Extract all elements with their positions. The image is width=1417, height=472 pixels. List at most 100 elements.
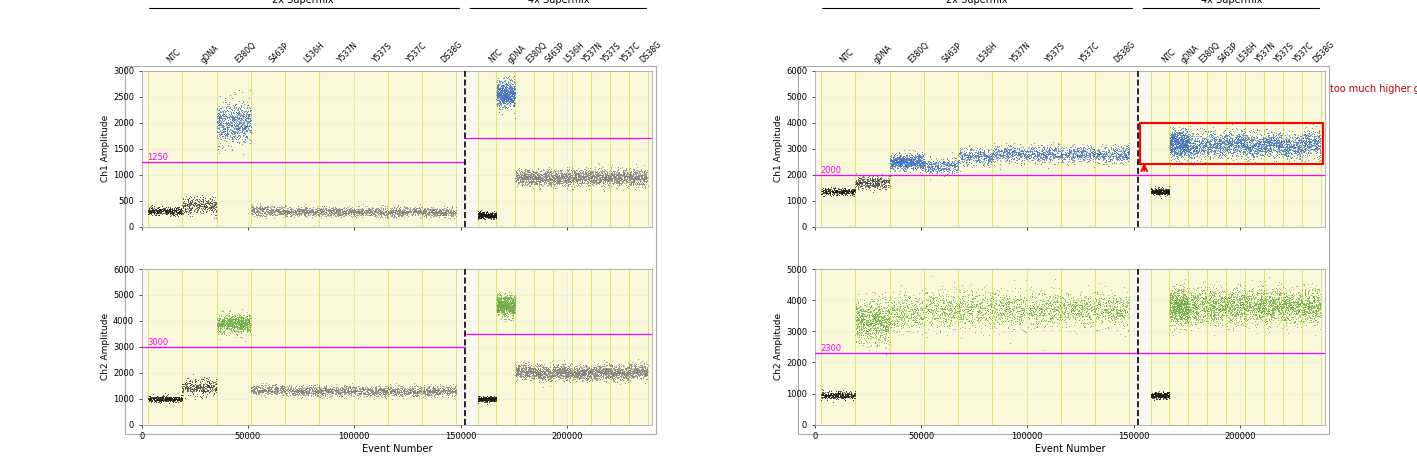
Point <box>1246 291 1268 298</box>
Point <box>493 301 516 309</box>
Point <box>1163 132 1186 139</box>
Point <box>942 167 965 174</box>
Point <box>320 387 343 394</box>
Point <box>414 207 436 215</box>
Point <box>965 146 988 153</box>
Point <box>1287 151 1309 159</box>
Point <box>983 315 1006 322</box>
Text: 1250: 1250 <box>147 152 169 161</box>
Point <box>1186 284 1209 291</box>
Point <box>500 307 523 315</box>
Point <box>495 298 517 306</box>
Point <box>207 317 230 325</box>
Point <box>818 394 840 401</box>
Point <box>521 172 544 180</box>
Point <box>818 189 840 196</box>
Point <box>1163 140 1186 148</box>
Point <box>1267 314 1289 321</box>
Point <box>1053 301 1076 309</box>
Point <box>1053 155 1076 162</box>
Point <box>218 104 241 111</box>
Point <box>1149 392 1172 400</box>
Point <box>210 312 232 320</box>
Point <box>1163 309 1186 316</box>
Point <box>527 371 550 379</box>
Point <box>1097 297 1119 305</box>
Point <box>408 205 431 213</box>
Point <box>1064 301 1087 308</box>
Point <box>468 397 490 405</box>
Point <box>400 211 422 219</box>
Point <box>575 366 598 374</box>
Point <box>496 98 519 105</box>
Point <box>1233 301 1255 309</box>
Point <box>1066 302 1088 310</box>
Point <box>1306 304 1329 312</box>
Point <box>157 395 180 402</box>
Point <box>360 207 383 214</box>
Point <box>480 209 503 217</box>
Point <box>251 385 273 392</box>
Point <box>1179 149 1202 156</box>
Point <box>495 80 517 88</box>
Point <box>550 170 572 177</box>
Point <box>239 312 262 319</box>
Point <box>587 168 609 176</box>
Point <box>490 88 513 96</box>
Point <box>1070 317 1093 324</box>
Point <box>1214 145 1237 153</box>
Point <box>364 211 387 218</box>
Point <box>228 324 251 332</box>
Point <box>558 377 581 384</box>
Point <box>922 295 945 302</box>
Point <box>512 171 534 178</box>
Point <box>1169 141 1192 149</box>
Point <box>376 385 398 392</box>
Point <box>541 369 564 377</box>
Point <box>944 157 966 164</box>
Point <box>1255 135 1278 143</box>
Point <box>235 116 258 124</box>
Point <box>866 175 888 182</box>
Point <box>540 176 563 183</box>
Point <box>1230 154 1253 161</box>
Point <box>888 156 911 163</box>
Point <box>1073 157 1095 164</box>
Point <box>436 393 459 401</box>
Point <box>1176 318 1199 325</box>
Point <box>1271 143 1294 151</box>
Point <box>595 170 618 177</box>
Point <box>558 172 581 180</box>
Point <box>197 198 220 206</box>
Point <box>486 90 509 97</box>
Point <box>214 110 237 118</box>
Point <box>1151 390 1173 398</box>
Point <box>1163 131 1186 138</box>
Point <box>232 137 255 145</box>
Point <box>299 206 322 214</box>
Point <box>1204 143 1227 151</box>
Point <box>1162 306 1185 313</box>
Point <box>1258 138 1281 145</box>
Point <box>378 209 401 216</box>
Point <box>198 385 221 392</box>
Point <box>1289 141 1312 149</box>
Point <box>1061 158 1084 165</box>
Point <box>618 369 640 377</box>
Point <box>350 210 373 218</box>
Text: DS38G: DS38G <box>439 40 463 65</box>
Point <box>315 384 337 392</box>
Point <box>1204 144 1227 152</box>
Point <box>911 154 934 161</box>
Point <box>445 209 468 217</box>
Point <box>1162 132 1185 139</box>
Point <box>1200 134 1223 141</box>
Point <box>499 82 521 89</box>
Point <box>317 207 340 214</box>
Point <box>299 389 322 396</box>
Point <box>900 157 922 164</box>
Point <box>557 176 580 183</box>
Point <box>1268 148 1291 155</box>
Point <box>570 177 592 184</box>
Point <box>570 178 592 186</box>
